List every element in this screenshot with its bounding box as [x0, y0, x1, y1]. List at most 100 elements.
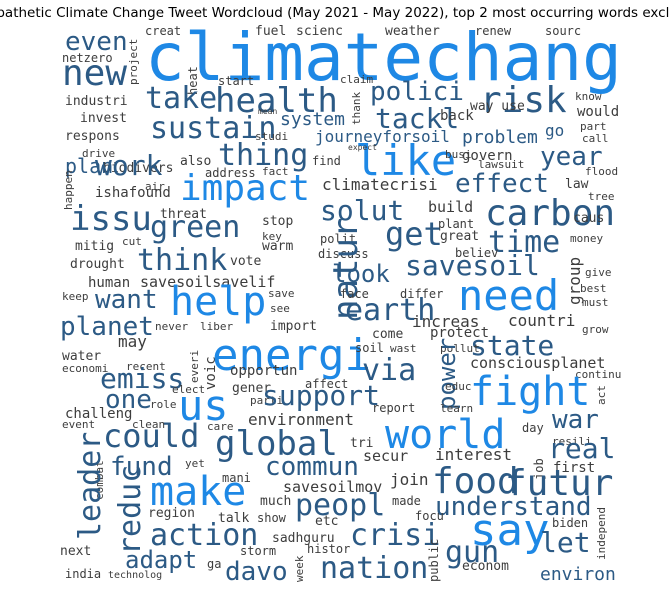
word: continu — [575, 368, 621, 381]
word: mean — [258, 107, 277, 116]
word: could — [103, 417, 199, 455]
word: happen — [62, 170, 75, 210]
word: part — [580, 120, 607, 133]
word: combat — [93, 460, 106, 500]
word: go — [545, 121, 564, 140]
word: give — [585, 266, 612, 279]
word: war — [552, 405, 599, 435]
word: much — [260, 494, 291, 509]
word: natur — [326, 218, 366, 320]
word: risk — [480, 80, 567, 121]
word: week — [293, 555, 306, 582]
word: real — [548, 432, 615, 465]
word: role — [150, 398, 177, 411]
word: issu — [70, 199, 152, 239]
word: countri — [508, 311, 575, 330]
word: thing — [218, 138, 308, 173]
word: need — [458, 271, 559, 320]
word: plan — [65, 154, 113, 178]
word: never — [155, 320, 188, 333]
word: india — [65, 567, 101, 581]
word: journeyforsoil — [315, 127, 450, 146]
word: yet — [185, 457, 205, 470]
word: parti — [250, 394, 283, 407]
word: air — [145, 180, 165, 193]
word: sustain — [150, 111, 276, 146]
word: act — [595, 385, 608, 405]
word: even — [65, 27, 128, 57]
word: public — [427, 539, 441, 582]
word: everi — [188, 350, 201, 383]
word: region — [148, 506, 195, 521]
word: keep — [62, 290, 89, 303]
word: mani — [222, 471, 251, 485]
word: back — [440, 108, 474, 124]
word: voic — [203, 356, 219, 390]
word: caus — [573, 211, 604, 226]
word: interest — [435, 445, 512, 464]
word: etc — [315, 514, 338, 529]
word: independ — [595, 507, 608, 560]
word: soil — [355, 341, 384, 355]
word: let — [540, 526, 591, 559]
word: educ — [445, 380, 472, 393]
word: want — [95, 285, 158, 315]
word: time — [488, 225, 560, 260]
word: make — [150, 469, 246, 515]
word: affect — [305, 377, 348, 391]
word: clean — [132, 418, 165, 431]
word: would — [577, 104, 619, 120]
word: renew — [475, 24, 512, 38]
word: take — [145, 81, 217, 116]
word: talk — [218, 511, 249, 526]
word: creat — [145, 24, 181, 38]
word: polit — [320, 232, 356, 246]
word: biodivers — [103, 161, 173, 176]
word: first — [553, 460, 595, 476]
word: tri — [350, 436, 373, 451]
word: secur — [363, 447, 408, 465]
word: effect — [455, 169, 549, 199]
word: heat — [186, 66, 200, 95]
word: cut — [122, 235, 142, 248]
word: polici — [370, 77, 464, 107]
word: group — [565, 257, 584, 305]
word: resili — [552, 435, 592, 448]
word: warm — [262, 239, 293, 254]
word: ga — [207, 557, 221, 571]
word: stop — [262, 214, 293, 229]
word: via — [362, 353, 416, 388]
word: climatecrisi — [322, 175, 438, 194]
word: expect — [348, 143, 377, 152]
word: help — [170, 279, 266, 325]
word: netzero — [62, 51, 113, 65]
word: law — [565, 177, 589, 192]
word: increas — [412, 312, 479, 331]
word: key — [262, 230, 282, 243]
word: get — [385, 215, 443, 253]
word: project — [127, 39, 140, 85]
word: environment — [248, 410, 354, 429]
word: technolog — [108, 570, 162, 581]
word: say — [470, 505, 549, 556]
word: tree — [588, 190, 615, 203]
word: crisi — [350, 518, 440, 553]
word: report — [372, 401, 415, 415]
word: discuss — [318, 247, 369, 261]
word: recent — [126, 360, 166, 373]
word: day — [522, 421, 544, 435]
word: weather — [385, 24, 440, 39]
word: studi — [255, 130, 288, 143]
word: global — [215, 424, 338, 464]
word: focu — [415, 509, 444, 523]
word: show — [257, 511, 287, 525]
word: environ — [540, 564, 616, 585]
word: elect — [172, 383, 205, 396]
word: see — [270, 302, 290, 315]
word: save — [268, 287, 295, 300]
word: gener — [232, 381, 271, 396]
word: plant — [438, 217, 474, 231]
word: peopl — [295, 488, 385, 523]
word: energi — [212, 330, 371, 381]
word: next — [60, 544, 91, 559]
